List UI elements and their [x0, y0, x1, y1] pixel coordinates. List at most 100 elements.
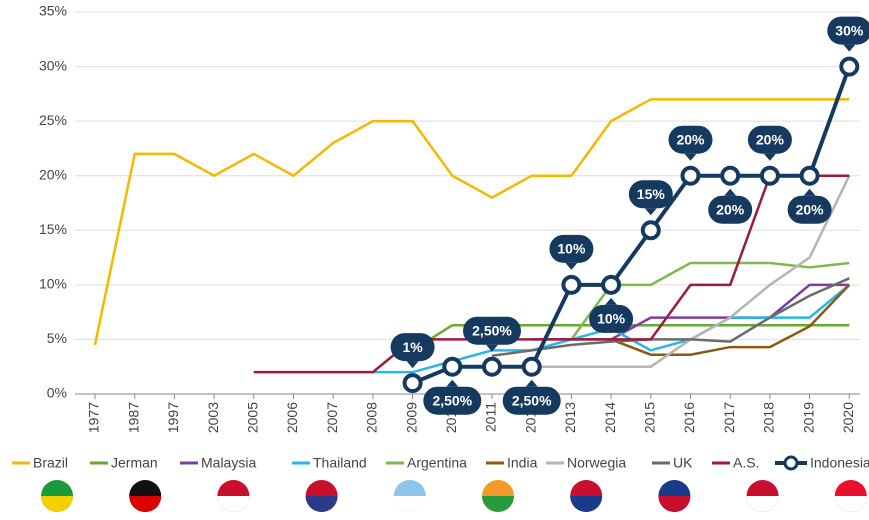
- label-pointer: [684, 153, 697, 161]
- label-badge: [390, 333, 435, 362]
- flag-icon-part: [393, 496, 426, 512]
- label-badge: [787, 195, 832, 224]
- data-label: 1%: [402, 339, 423, 355]
- x-tick-label: 2014: [602, 402, 618, 433]
- series-line: [491, 277, 850, 358]
- marker: [521, 356, 542, 377]
- x-tick-label: 2019: [800, 402, 816, 433]
- legend-marker: [783, 455, 799, 471]
- label-badge: [589, 304, 634, 333]
- marker: [402, 373, 423, 394]
- y-tick-label: 20%: [39, 166, 67, 182]
- legend-label: Malaysia: [201, 455, 256, 471]
- label-pointer: [525, 379, 538, 387]
- label-pointer: [605, 297, 618, 305]
- label-pointer: [763, 153, 776, 161]
- y-tick-label: 15%: [39, 221, 67, 237]
- label-badge: [502, 386, 561, 415]
- legend-label: Argentina: [407, 455, 467, 471]
- label-badge: [463, 316, 521, 345]
- data-label: 10%: [557, 241, 586, 257]
- y-tick-label: 0%: [47, 385, 67, 401]
- marker: [759, 165, 780, 186]
- data-label: 10%: [597, 311, 626, 327]
- x-tick-label: 2015: [642, 402, 658, 433]
- series-line: [610, 283, 851, 356]
- label-badge: [827, 16, 869, 45]
- data-label: 30%: [835, 22, 864, 38]
- marker: [839, 56, 860, 77]
- series-line: [93, 98, 850, 346]
- marker: [640, 220, 661, 241]
- marker: [680, 165, 701, 186]
- data-label: 20%: [756, 131, 785, 147]
- y-tick-label: 35%: [39, 3, 67, 19]
- label-pointer: [724, 188, 737, 196]
- legend-label: Thailand: [313, 455, 367, 471]
- legend-label: Indonesia: [810, 455, 869, 471]
- label-pointer: [486, 344, 498, 352]
- flag-icon-part: [834, 496, 867, 512]
- label-badge: [423, 386, 482, 415]
- marker: [799, 165, 820, 186]
- label-pointer: [803, 188, 816, 196]
- data-label: 15%: [637, 186, 666, 202]
- x-tick-label: 2011: [483, 402, 499, 432]
- y-tick-label: 30%: [39, 57, 67, 73]
- x-tick-label: 2006: [284, 402, 300, 433]
- label-badge: [747, 125, 792, 154]
- flag-icon-part: [41, 496, 73, 512]
- flag-icon-part: [658, 496, 691, 512]
- label-badge: [708, 195, 753, 224]
- x-tick-label: 2017: [721, 402, 737, 433]
- x-tick-label: 1997: [165, 402, 181, 433]
- marker: [720, 165, 741, 186]
- label-pointer: [843, 44, 856, 52]
- legend-label: India: [507, 455, 538, 471]
- data-label: 20%: [716, 201, 745, 217]
- label-pointer: [565, 262, 578, 270]
- label-pointer: [644, 208, 657, 216]
- label-pointer: [446, 379, 459, 387]
- flag-icon-part: [305, 496, 338, 512]
- x-tick-label: 1987: [125, 402, 141, 433]
- legend-label: Norwegia: [567, 455, 626, 471]
- data-label: 20%: [676, 131, 705, 147]
- legend-label: UK: [673, 455, 693, 471]
- y-tick-label: 5%: [47, 330, 67, 346]
- x-tick-label: 1977: [86, 402, 102, 433]
- marker: [561, 274, 582, 295]
- data-label: 20%: [796, 201, 825, 217]
- x-tick-label: 2008: [364, 402, 380, 433]
- x-tick-label: 2007: [324, 402, 340, 433]
- marker: [442, 356, 463, 377]
- y-tick-label: 25%: [39, 112, 67, 128]
- x-tick-label: 2020: [840, 402, 856, 433]
- y-tick-label: 10%: [39, 276, 67, 292]
- marker: [601, 274, 622, 295]
- marker: [482, 356, 502, 377]
- x-tick-label: 2003: [205, 402, 221, 433]
- label-badge: [668, 125, 713, 154]
- label-pointer: [406, 361, 419, 369]
- legend-label: Jerman: [111, 455, 158, 471]
- flag-icon-part: [482, 496, 514, 512]
- legend-label: A.S.: [733, 455, 759, 471]
- label-badge: [549, 234, 594, 263]
- flag-icon-part: [217, 496, 250, 512]
- x-tick-label: 2005: [245, 402, 261, 433]
- data-label: 2,50%: [512, 392, 552, 408]
- flag-icon-part: [129, 496, 162, 512]
- label-badge: [628, 180, 673, 209]
- data-label: 2,50%: [472, 322, 512, 338]
- flag-icon-part: [570, 496, 603, 512]
- data-label: 2,50%: [432, 392, 472, 408]
- legend-label: Brazil: [33, 455, 68, 471]
- flag-icon-part: [746, 496, 779, 512]
- x-tick-label: 2009: [403, 402, 419, 433]
- x-tick-label: 2013: [562, 402, 578, 433]
- x-tick-label: 2016: [681, 402, 697, 433]
- x-tick-label: 2018: [761, 402, 777, 433]
- series-line: [253, 174, 850, 374]
